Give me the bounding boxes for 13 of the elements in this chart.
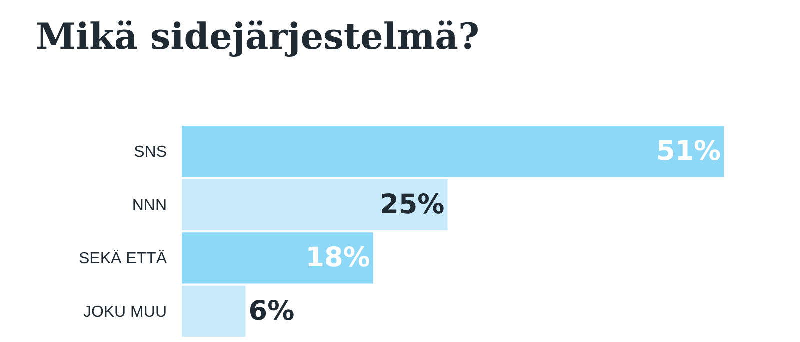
y-tick-label: NNN [132,197,167,214]
bar [182,126,724,178]
data-label: 51% [656,136,722,168]
y-tick-label: SEKÄ ETTÄ [78,250,168,268]
data-label: 18% [306,242,370,274]
y-tick-label: JOKU MUU [83,304,167,321]
data-label: 6% [248,296,295,327]
chart-title: Mikä sidejärjestelmä? [36,16,480,58]
bar [182,286,246,337]
bar [182,232,374,284]
data-label: 25% [380,189,445,220]
bar [182,179,448,230]
y-tick-label: SNS [134,144,167,162]
